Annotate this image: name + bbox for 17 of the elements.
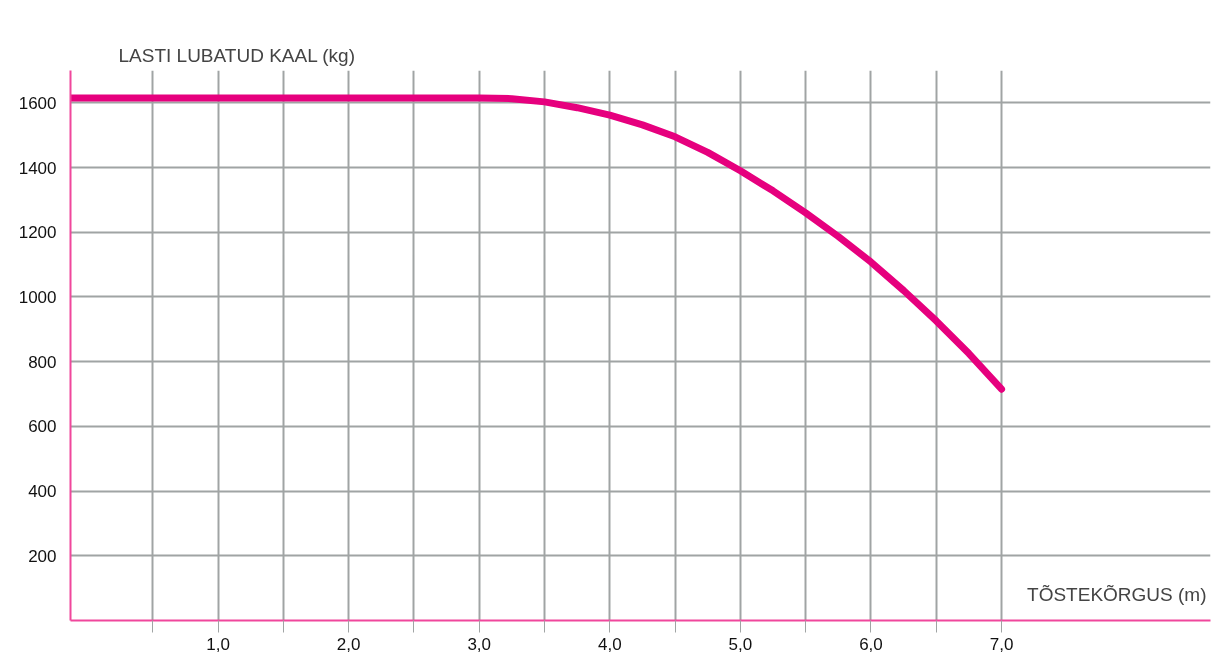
x-tick-label: 4,0 bbox=[598, 634, 622, 654]
y-tick-label: 400 bbox=[28, 482, 57, 502]
x-tick-label: 1,0 bbox=[206, 634, 230, 654]
x-tick-label: 5,0 bbox=[728, 634, 753, 654]
x-tick-label: 3,0 bbox=[467, 634, 492, 654]
y-tick-label: 1400 bbox=[18, 158, 57, 178]
y-tick-label: 200 bbox=[28, 546, 57, 566]
y-tick-label: 800 bbox=[28, 352, 57, 372]
y-axis-title: LASTI LUBATUD KAAL (kg) bbox=[118, 44, 356, 66]
x-axis-title: TÕSTEKÕRGUS (m) bbox=[1027, 583, 1207, 605]
x-tick-label: 7,0 bbox=[989, 634, 1014, 654]
x-tick-label: 6,0 bbox=[859, 634, 883, 654]
y-tick-label: 1200 bbox=[18, 223, 57, 243]
y-tick-label: 1600 bbox=[18, 93, 57, 113]
x-tick-label: 2,0 bbox=[336, 634, 361, 654]
y-tick-label: 1000 bbox=[18, 287, 57, 307]
y-tick-label: 600 bbox=[28, 417, 57, 437]
